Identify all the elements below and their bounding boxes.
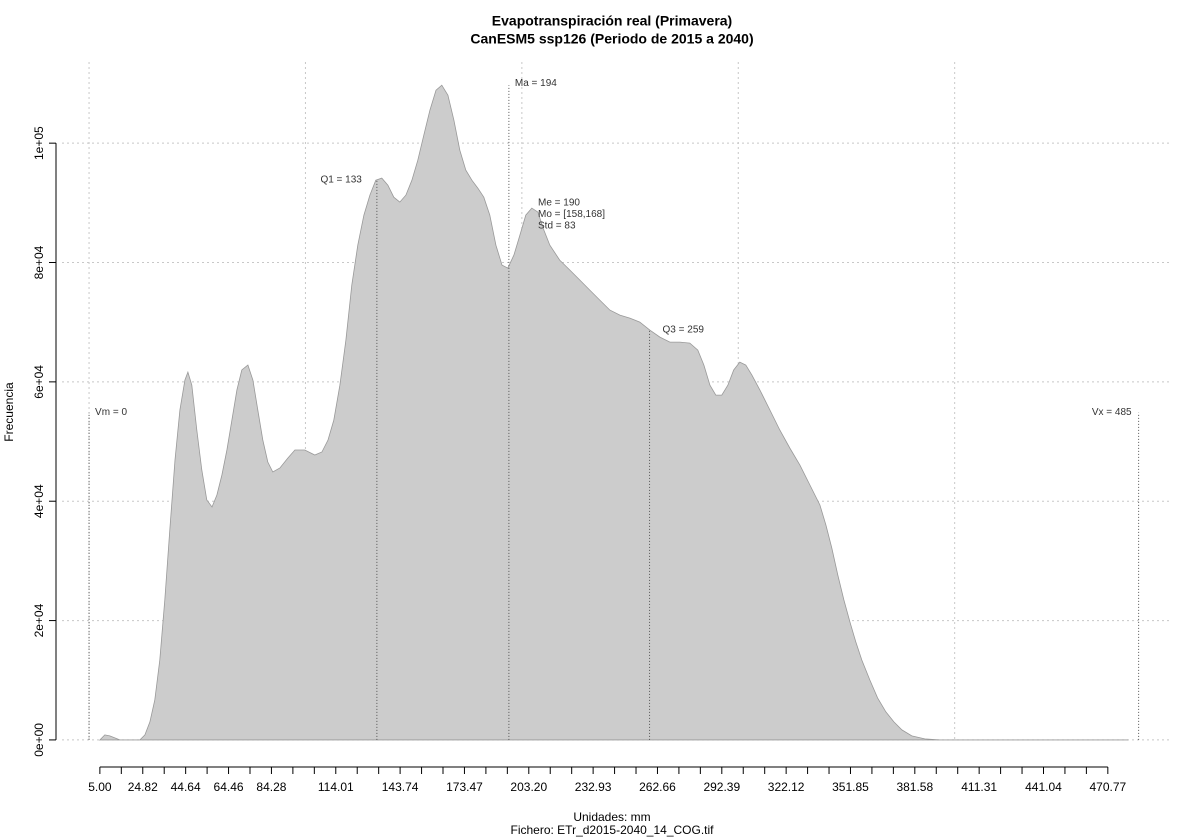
stat-note: Mo = [158,168] [538,209,605,220]
y-tick-label: 1e+05 [32,126,46,160]
x-tick-label: 114.01 [318,780,354,794]
stat-label: Vx = 485 [1092,407,1132,418]
x-tick-label: 322.12 [768,780,805,794]
stat-label: Q1 = 133 [320,174,362,185]
x-tick-label: 24.82 [128,780,158,794]
chart-title: Evapotranspiración real (Primavera) [492,13,732,29]
x-tick-label: 470.77 [1089,780,1126,794]
x-tick-label: 203.20 [510,780,547,794]
density-area [98,84,1129,741]
x-tick-label: 84.28 [256,780,286,794]
stat-note: Me = 190 [538,198,580,209]
x-axis-label: Unidades: mm [573,810,650,824]
y-tick-label: 8e+04 [32,245,46,279]
x-tick-label: 173.47 [446,780,483,794]
x-tick-label: 292.39 [703,780,740,794]
y-tick-label: 6e+04 [32,365,46,399]
stat-label: Ma = 194 [515,78,557,89]
x-tick-label: 411.31 [961,780,997,794]
stat-note: Std = 83 [538,221,576,232]
x-tick-label: 381.58 [896,780,933,794]
x-tick-label: 262.66 [639,780,676,794]
stat-label: Vm = 0 [95,407,127,418]
x-tick-label: 441.04 [1025,780,1062,794]
x-tick-label: 232.93 [575,780,612,794]
x-tick-label: 5.00 [88,780,112,794]
y-axis-label: Frecuencia [2,382,16,442]
chart-subtitle: CanESM5 ssp126 (Periodo de 2015 a 2040) [470,31,753,47]
footer: Fichero: ETr_d2015-2040_14_COG.tif [511,823,715,837]
y-tick-label: 4e+04 [32,484,46,518]
x-tick-label: 143.74 [382,780,419,794]
x-tick-label: 44.64 [171,780,201,794]
x-tick-label: 351.85 [832,780,869,794]
y-tick-label: 0e+00 [32,723,46,757]
stat-label: Q3 = 259 [663,325,705,336]
y-tick-label: 2e+04 [32,603,46,637]
x-tick-label: 64.46 [214,780,244,794]
